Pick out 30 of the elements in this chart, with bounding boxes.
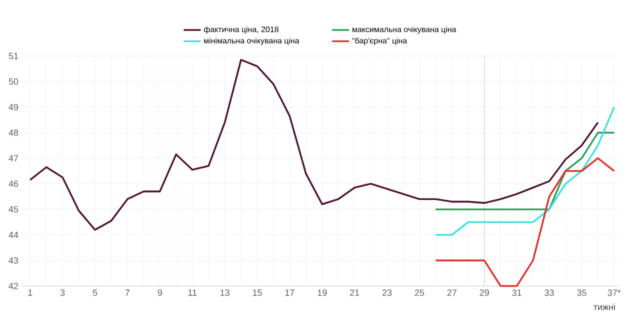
y-tick-label: 51 [8, 52, 18, 60]
y-tick-label: 42 [8, 282, 18, 290]
x-tick-label: 29 [480, 290, 489, 296]
y-tick-label: 50 [8, 78, 18, 85]
y-tick-label: 48 [8, 129, 18, 136]
x-tick-label: 17 [285, 290, 294, 296]
x-tick-label: 27 [447, 290, 456, 296]
x-tick-label: 5 [92, 290, 98, 296]
x-tick-label: 25 [414, 290, 424, 296]
x-tick-label: 15 [252, 290, 262, 296]
x-tick-label: 21 [350, 290, 360, 296]
x-tick-label: 37* [608, 290, 621, 296]
x-tick-label: 11 [188, 290, 197, 296]
x-tick-label: 13 [220, 290, 230, 296]
x-tick-label: 31 [512, 290, 522, 296]
x-tick-label: 33 [544, 290, 554, 296]
x-tick-label: 1 [28, 290, 32, 296]
y-tick-label: 44 [8, 232, 18, 238]
y-tick-label: 47 [8, 155, 18, 162]
x-tick-label: 3 [60, 290, 65, 296]
x-tick-label: 35 [577, 290, 586, 296]
x-tick-label: 7 [125, 290, 130, 296]
x-tick-label: 9 [158, 290, 162, 296]
x-axis-title: тижні [594, 304, 615, 310]
y-tick-label: 46 [8, 180, 18, 187]
y-tick-label: 49 [8, 104, 18, 110]
y-tick-label: 45 [8, 206, 18, 212]
x-tick-label: 23 [382, 290, 392, 296]
y-tick-label: 43 [8, 257, 18, 264]
x-tick-label: 19 [318, 290, 327, 296]
